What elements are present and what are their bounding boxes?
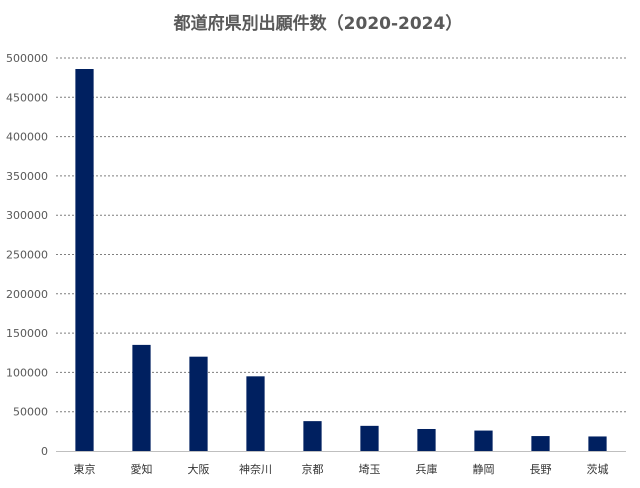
x-tick-label: 大阪 xyxy=(188,462,210,476)
y-tick-label: 400000 xyxy=(6,131,48,144)
bar-1 xyxy=(132,344,151,451)
x-tick-label: 静岡 xyxy=(473,462,495,476)
y-tick-label: 50000 xyxy=(13,406,48,419)
gridlines xyxy=(56,57,626,413)
x-tick-label: 神奈川 xyxy=(239,462,272,476)
bar-4 xyxy=(303,421,322,451)
y-tick-label: 100000 xyxy=(6,366,48,379)
bar-5 xyxy=(360,425,379,451)
x-tick-label: 兵庫 xyxy=(416,462,438,476)
y-tick-label: 450000 xyxy=(6,91,48,104)
bar-6 xyxy=(417,428,436,451)
y-tick-label: 250000 xyxy=(6,249,48,262)
bar-7 xyxy=(474,430,493,451)
y-tick-label: 0 xyxy=(41,445,48,458)
bars xyxy=(75,69,607,451)
x-tick-label: 京都 xyxy=(302,462,324,476)
bar-0 xyxy=(75,69,94,451)
bar-8 xyxy=(531,436,550,451)
x-axis-ticks: 東京 愛知 大阪 神奈川 京都 埼玉 兵庫 静岡 長野 茨城 xyxy=(74,462,609,476)
bar-9 xyxy=(588,436,607,451)
bar-3 xyxy=(246,376,265,451)
y-tick-label: 350000 xyxy=(6,170,48,183)
y-tick-label: 300000 xyxy=(6,209,48,222)
y-tick-label: 150000 xyxy=(6,327,48,340)
x-tick-label: 茨城 xyxy=(587,462,609,476)
x-tick-label: 愛知 xyxy=(131,462,153,476)
bar-2 xyxy=(189,356,208,451)
x-tick-label: 長野 xyxy=(530,463,552,476)
y-tick-label: 500000 xyxy=(6,52,48,65)
x-tick-label: 東京 xyxy=(74,462,96,476)
y-axis-ticks: 0 50000 100000 150000 200000 250000 300000 3500… xyxy=(6,52,48,458)
y-tick-label: 200000 xyxy=(6,288,48,301)
x-tick-label: 埼玉 xyxy=(359,462,381,476)
chart-title: 都道府県別出願件数（2020-2024） xyxy=(173,13,463,34)
